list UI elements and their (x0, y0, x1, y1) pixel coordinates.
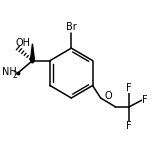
Text: F: F (142, 95, 147, 105)
Text: Br: Br (66, 22, 77, 32)
Text: O: O (104, 91, 112, 101)
Text: NH: NH (2, 67, 17, 77)
Text: 2: 2 (12, 71, 17, 80)
Text: F: F (126, 83, 132, 93)
Polygon shape (30, 44, 35, 61)
Text: F: F (126, 121, 132, 131)
Text: OH: OH (16, 38, 31, 48)
